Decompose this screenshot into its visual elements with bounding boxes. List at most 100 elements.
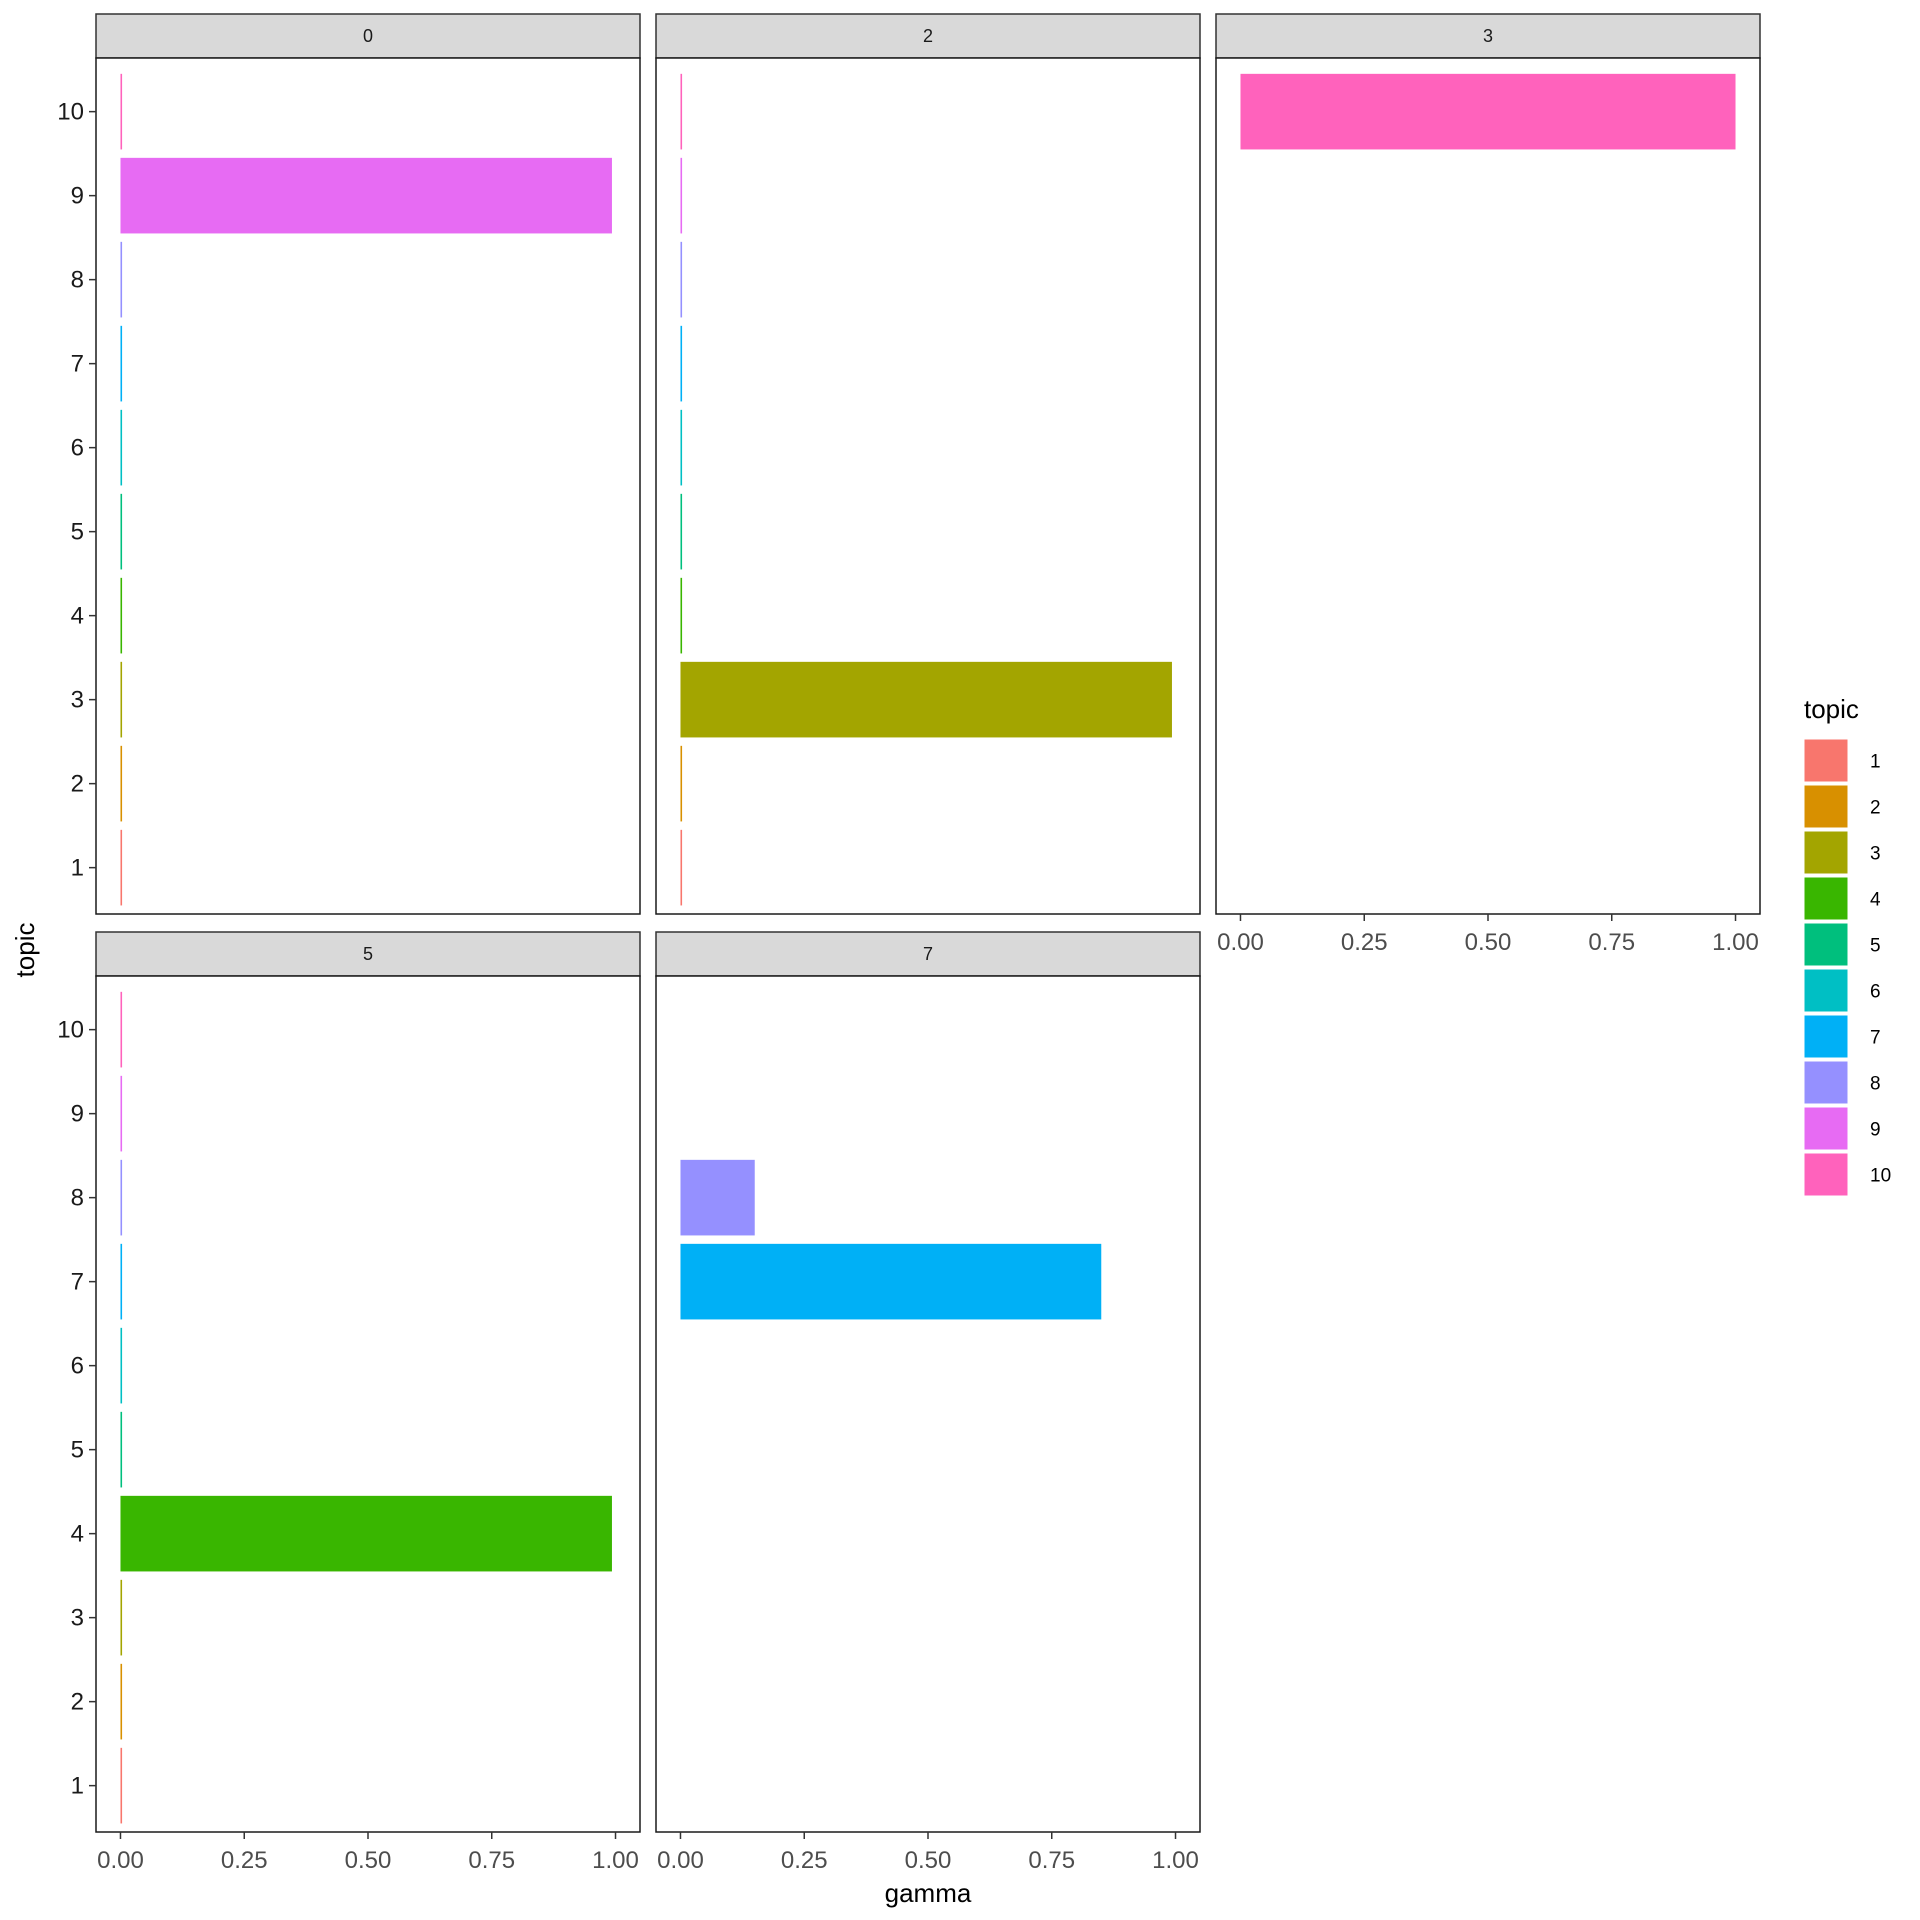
bar-facet2-topic7 bbox=[680, 325, 683, 402]
facet-strip bbox=[95, 931, 641, 977]
legend-key-5 bbox=[1803, 922, 1849, 967]
bar-facet0-topic5 bbox=[120, 493, 123, 570]
y-tick-label: 2 bbox=[71, 1689, 84, 1716]
y-tick-label: 8 bbox=[71, 1185, 84, 1212]
panel-background bbox=[656, 58, 1200, 914]
facet-strip-label: 5 bbox=[363, 944, 373, 964]
y-tick-label: 3 bbox=[71, 687, 84, 714]
bar-facet0-topic2 bbox=[120, 745, 123, 822]
facet-strip-label: 3 bbox=[1483, 26, 1493, 46]
legend-key-10 bbox=[1803, 1152, 1849, 1197]
x-tick-label: 0.25 bbox=[221, 1847, 268, 1874]
bar-facet3-topic10 bbox=[1240, 73, 1736, 150]
bar-facet5-topic7 bbox=[120, 1243, 123, 1320]
legend-key-1 bbox=[1803, 738, 1849, 783]
bar-facet2-topic1 bbox=[680, 829, 683, 906]
x-tick-label: 0.25 bbox=[1341, 929, 1388, 956]
x-tick-label: 1.00 bbox=[592, 1847, 639, 1874]
legend-key-7 bbox=[1803, 1014, 1849, 1059]
y-tick-label: 10 bbox=[57, 99, 84, 126]
legend-key-6 bbox=[1803, 968, 1849, 1013]
x-tick-label: 0.50 bbox=[905, 1847, 952, 1874]
x-tick-label: 0.00 bbox=[657, 1847, 704, 1874]
bar-facet5-topic10 bbox=[120, 991, 123, 1068]
y-tick-label: 2 bbox=[71, 771, 84, 798]
facet-panel-0: 0 1 2 3 4 5 6 7 8 9 10 bbox=[57, 13, 641, 915]
panel-background bbox=[656, 976, 1200, 1832]
y-tick-label: 1 bbox=[71, 855, 84, 882]
facet-strip-label: 0 bbox=[363, 26, 373, 46]
bar-facet2-topic8 bbox=[680, 241, 683, 318]
legend-label-8: 8 bbox=[1870, 1074, 1881, 1095]
y-tick-label: 9 bbox=[71, 183, 84, 210]
bar-facet0-topic1 bbox=[120, 829, 123, 906]
facet-panel-7: 7 0.00 0.25 0.50 0.75 1.00 bbox=[655, 931, 1201, 1874]
panel-background bbox=[96, 976, 640, 1832]
x-tick-label: 0.00 bbox=[97, 1847, 144, 1874]
facet-strip bbox=[95, 13, 641, 59]
legend: topic 1 2 3 4 5 6 7 8 9 10 bbox=[1803, 694, 1891, 1197]
bar-facet5-topic2 bbox=[120, 1663, 123, 1740]
x-tick-label: 0.50 bbox=[1465, 929, 1512, 956]
facet-strip-label: 7 bbox=[923, 944, 933, 964]
y-axis-title: topic bbox=[10, 923, 40, 978]
bar-facet5-topic4 bbox=[120, 1495, 612, 1572]
y-tick-label: 4 bbox=[71, 1521, 84, 1548]
bar-facet7-topic7 bbox=[680, 1243, 1102, 1320]
bar-facet2-topic10 bbox=[680, 73, 683, 150]
y-tick-label: 6 bbox=[71, 1353, 84, 1380]
bar-facet0-topic10 bbox=[120, 73, 123, 150]
y-tick-label: 7 bbox=[71, 1269, 84, 1296]
legend-label-10: 10 bbox=[1870, 1166, 1891, 1187]
bar-facet5-topic5 bbox=[120, 1411, 123, 1488]
y-tick-label: 7 bbox=[71, 351, 84, 378]
bar-facet2-topic3 bbox=[680, 661, 1172, 738]
facet-strip bbox=[655, 931, 1201, 977]
legend-label-2: 2 bbox=[1870, 798, 1881, 819]
bar-facet5-topic6 bbox=[120, 1327, 123, 1404]
facet-panel-5: 5 1 2 3 4 5 6 7 8 9 10 0.00 0.25 0.50 0.75 1.00 bbox=[57, 931, 641, 1874]
x-tick-label: 0.50 bbox=[345, 1847, 392, 1874]
legend-label-1: 1 bbox=[1870, 752, 1881, 773]
legend-label-5: 5 bbox=[1870, 936, 1881, 957]
legend-key-9 bbox=[1803, 1106, 1849, 1151]
bar-facet0-topic4 bbox=[120, 577, 123, 654]
y-tick-label: 5 bbox=[71, 519, 84, 546]
bar-facet2-topic4 bbox=[680, 577, 683, 654]
bar-facet2-topic6 bbox=[680, 409, 683, 486]
panel-border bbox=[95, 57, 641, 915]
facet-strip bbox=[1215, 13, 1761, 59]
bar-facet5-topic3 bbox=[120, 1579, 123, 1656]
legend-title: topic bbox=[1804, 694, 1859, 724]
panel-border bbox=[655, 57, 1201, 915]
legend-key-3 bbox=[1803, 830, 1849, 875]
legend-key-2 bbox=[1803, 784, 1849, 829]
y-tick-label: 3 bbox=[71, 1605, 84, 1632]
y-tick-label: 5 bbox=[71, 1437, 84, 1464]
y-tick-label: 6 bbox=[71, 435, 84, 462]
x-tick-label: 0.75 bbox=[1028, 1847, 1075, 1874]
x-tick-label: 1.00 bbox=[1712, 929, 1759, 956]
legend-label-6: 6 bbox=[1870, 982, 1881, 1003]
y-tick-label: 10 bbox=[57, 1017, 84, 1044]
y-tick-label: 8 bbox=[71, 267, 84, 294]
legend-label-9: 9 bbox=[1870, 1120, 1881, 1141]
facet-panel-2: 2 bbox=[655, 13, 1201, 915]
bar-facet0-topic3 bbox=[120, 661, 123, 738]
x-tick-label: 0.00 bbox=[1217, 929, 1264, 956]
x-axis-title: gamma bbox=[885, 1878, 972, 1908]
facet-strip-label: 2 bbox=[923, 26, 933, 46]
bar-facet5-topic8 bbox=[120, 1159, 123, 1236]
bar-facet7-topic8 bbox=[680, 1159, 755, 1236]
facet-panel-3: 3 0.00 0.25 0.50 0.75 1.00 bbox=[1215, 13, 1761, 956]
bar-facet0-topic6 bbox=[120, 409, 123, 486]
x-tick-label: 0.75 bbox=[1588, 929, 1635, 956]
legend-label-4: 4 bbox=[1870, 890, 1881, 911]
legend-key-8 bbox=[1803, 1060, 1849, 1105]
x-tick-label: 0.75 bbox=[468, 1847, 515, 1874]
y-tick-label: 9 bbox=[71, 1101, 84, 1128]
x-tick-label: 0.25 bbox=[781, 1847, 828, 1874]
bar-facet5-topic9 bbox=[120, 1075, 123, 1152]
